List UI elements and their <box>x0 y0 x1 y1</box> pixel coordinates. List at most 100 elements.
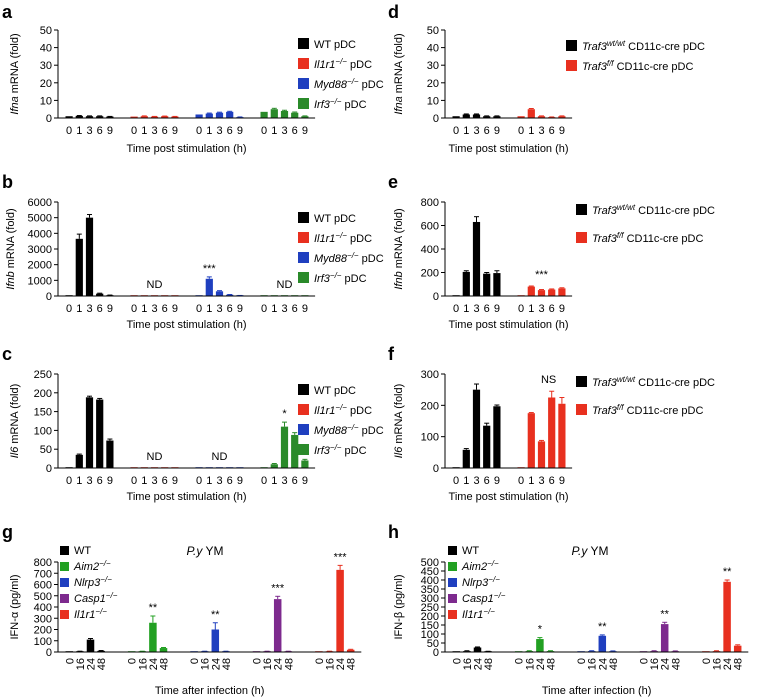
x-tick-label: 3 <box>216 303 222 315</box>
bar <box>206 114 213 118</box>
y-tick-label: 800 <box>421 197 439 209</box>
x-tick-label: 6 <box>97 303 103 315</box>
y-axis-label: Ifna mRNA (fold) <box>393 33 405 114</box>
legend-label: Nlrp3−/− <box>74 575 112 589</box>
y-tick-label: 30 <box>40 60 52 72</box>
bar <box>463 114 470 118</box>
x-tick-label: 6 <box>227 303 233 315</box>
x-tick-label: 9 <box>559 125 565 137</box>
x-tick-label: 0 <box>518 125 524 137</box>
x-tick-label: 0 <box>453 303 459 315</box>
x-axis-label: Time post stimulation (h) <box>449 491 569 503</box>
panel-label-d: d <box>388 2 399 22</box>
y-tick-label: 200 <box>34 625 52 637</box>
bar <box>336 570 344 652</box>
bar <box>206 279 213 296</box>
y-tick-label: 1000 <box>28 275 52 287</box>
x-tick-label: 1 <box>463 125 469 137</box>
legend-swatch <box>298 232 309 243</box>
y-tick-label: 0 <box>46 291 52 303</box>
legend-swatch <box>298 78 309 89</box>
y-axis-label: IFN-β (pg/ml) <box>393 575 405 640</box>
y-tick-label: 100 <box>421 432 439 444</box>
y-tick-label: 40 <box>427 43 439 55</box>
bar <box>473 390 480 468</box>
panel-label-b: b <box>2 172 13 192</box>
bar <box>87 640 95 652</box>
x-tick-label: 48 <box>159 658 171 670</box>
legend-swatch <box>298 58 309 69</box>
x-tick-label: 1 <box>528 125 534 137</box>
y-tick-label: 100 <box>34 425 52 437</box>
x-tick-label: 0 <box>196 475 202 487</box>
y-tick-label: 500 <box>34 591 52 603</box>
legend-label: Traf3wt/wt CD11c-cre pDC <box>592 375 715 389</box>
legend-swatch <box>298 384 309 395</box>
y-axis-label: Il6 mRNA (fold) <box>9 384 21 459</box>
x-tick-label: 1 <box>206 303 212 315</box>
legend-label: WT <box>462 545 479 557</box>
x-tick-label: 3 <box>538 475 544 487</box>
bar <box>536 639 544 652</box>
bar <box>528 109 535 118</box>
x-tick-label: 9 <box>172 475 178 487</box>
x-tick-label: 1 <box>206 475 212 487</box>
bar <box>483 426 490 468</box>
bar <box>301 460 308 468</box>
figure: a d b e c f g h 01020304050Ifna mRNA (fo… <box>0 0 759 698</box>
x-axis-label: Time post stimulation (h) <box>449 319 569 331</box>
legend-label: Il1r1−/− <box>462 607 495 621</box>
bar <box>226 112 233 118</box>
bar <box>473 222 480 296</box>
bar <box>463 272 470 296</box>
x-tick-label: 6 <box>484 125 490 137</box>
panel-f: 0100200300Il6 mRNA (fold)0 1 3 6 9 0 1 3 6 9NSTim… <box>393 369 715 503</box>
x-tick-label: 0 <box>453 125 459 137</box>
x-tick-label: 3 <box>151 303 157 315</box>
legend-label: Irf3−/− pDC <box>314 271 367 285</box>
x-tick-label: 0 <box>453 475 459 487</box>
bar <box>274 599 282 652</box>
x-axis-label: Time post stimulation (h) <box>127 143 247 155</box>
legend-label: Irf3−/− pDC <box>314 97 367 111</box>
bar <box>493 273 500 296</box>
x-tick-label: 9 <box>494 475 500 487</box>
x-tick-label: 0 <box>66 475 72 487</box>
x-tick-label: 0 <box>261 475 267 487</box>
legend-label: Nlrp3−/− <box>462 575 500 589</box>
y-tick-label: 400 <box>34 602 52 614</box>
bar <box>538 290 545 296</box>
x-tick-label: 1 <box>463 303 469 315</box>
legend-label: Irf3−/− pDC <box>314 443 367 457</box>
panel-title: P.y YM <box>187 544 224 558</box>
x-tick-label: 9 <box>494 125 500 137</box>
y-tick-label: 4000 <box>28 228 52 240</box>
legend-swatch <box>448 578 457 587</box>
x-tick-label: 6 <box>549 475 555 487</box>
y-tick-label: 5000 <box>28 213 52 225</box>
x-tick-label: 9 <box>302 125 308 137</box>
legend-label: WT pDC <box>314 39 356 51</box>
legend-swatch <box>448 546 457 555</box>
x-tick-label: 48 <box>608 658 620 670</box>
legend-label: Il1r1−/− pDC <box>314 57 372 71</box>
x-tick-label: 1 <box>528 475 534 487</box>
legend-label: Il1r1−/− <box>74 607 107 621</box>
bar <box>86 397 93 468</box>
legend-swatch <box>60 578 69 587</box>
legend-label: Casp1−/− <box>74 591 118 605</box>
x-tick-label: 0 <box>131 303 137 315</box>
bar <box>734 646 742 652</box>
legend-label: Myd88−/− pDC <box>314 77 384 91</box>
y-tick-label: 700 <box>34 568 52 580</box>
significance-label: *** <box>271 582 285 594</box>
x-tick-label: 3 <box>216 125 222 137</box>
bar <box>76 239 83 296</box>
y-axis-label: Ifna mRNA (fold) <box>9 33 21 114</box>
legend-label: Aim2−/− <box>461 559 499 573</box>
x-tick-label: 1 <box>76 303 82 315</box>
x-tick-label: 6 <box>162 303 168 315</box>
x-tick-label: 6 <box>162 125 168 137</box>
y-axis-label: Il6 mRNA (fold) <box>393 384 405 459</box>
legend-label: WT pDC <box>314 213 356 225</box>
